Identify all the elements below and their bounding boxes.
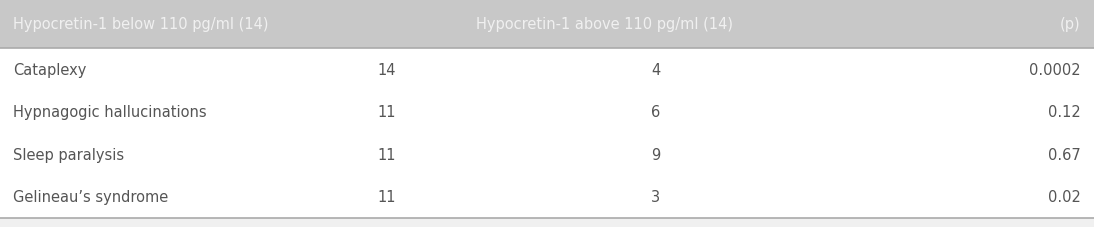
Text: (p): (p) bbox=[1060, 17, 1081, 32]
Text: 11: 11 bbox=[377, 189, 396, 204]
Text: 0.67: 0.67 bbox=[1048, 147, 1081, 162]
Text: 11: 11 bbox=[377, 147, 396, 162]
Text: 14: 14 bbox=[377, 62, 396, 77]
Text: 9: 9 bbox=[651, 147, 660, 162]
Text: Gelineau’s syndrome: Gelineau’s syndrome bbox=[13, 189, 168, 204]
Bar bbox=[0, 0, 1094, 49]
Text: Hypnagogic hallucinations: Hypnagogic hallucinations bbox=[13, 105, 207, 120]
Text: 0.02: 0.02 bbox=[1048, 189, 1081, 204]
Text: 11: 11 bbox=[377, 105, 396, 120]
Text: 3: 3 bbox=[651, 189, 660, 204]
Text: 0.12: 0.12 bbox=[1048, 105, 1081, 120]
Text: Sleep paralysis: Sleep paralysis bbox=[13, 147, 125, 162]
Text: 4: 4 bbox=[651, 62, 660, 77]
Bar bbox=[0, 49, 1094, 218]
Text: Hypocretin-1 below 110 pg/ml (14): Hypocretin-1 below 110 pg/ml (14) bbox=[13, 17, 269, 32]
Text: Cataplexy: Cataplexy bbox=[13, 62, 86, 77]
Text: Hypocretin-1 above 110 pg/ml (14): Hypocretin-1 above 110 pg/ml (14) bbox=[476, 17, 733, 32]
Text: 0.0002: 0.0002 bbox=[1029, 62, 1081, 77]
Text: 6: 6 bbox=[651, 105, 660, 120]
